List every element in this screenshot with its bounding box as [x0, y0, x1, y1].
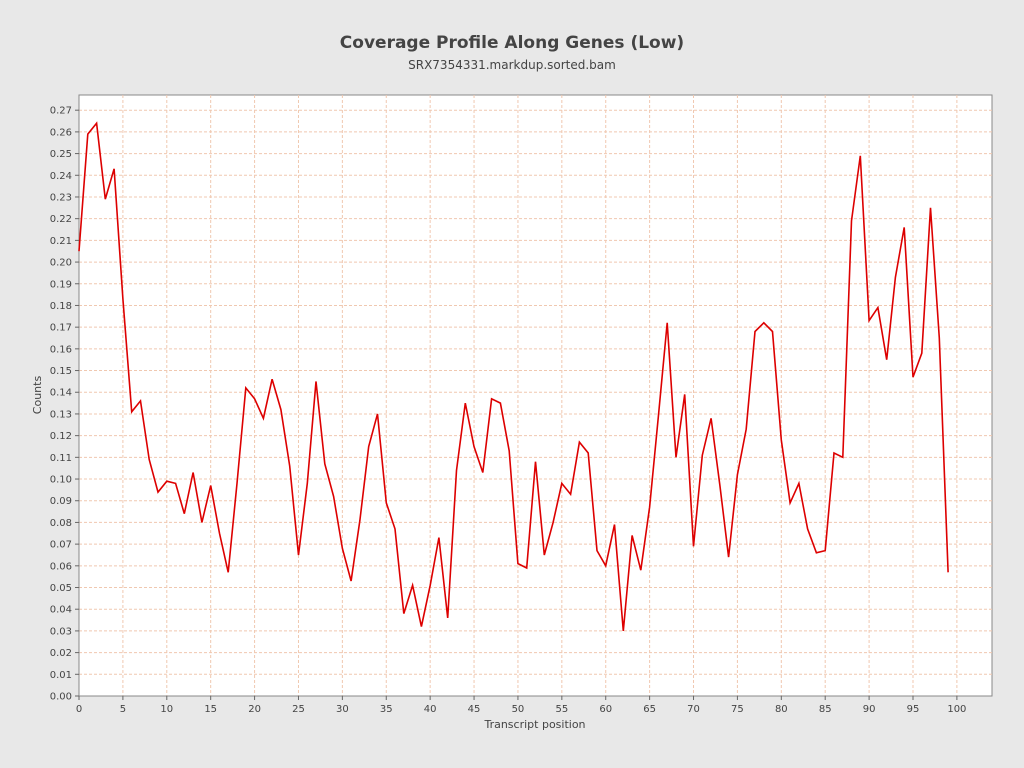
y-tick-label: 0.03 — [50, 626, 72, 637]
chart-subtitle: SRX7354331.markdup.sorted.bam — [408, 58, 616, 72]
y-tick-label: 0.18 — [50, 301, 72, 312]
x-tick-label: 20 — [248, 704, 261, 715]
x-tick-label: 65 — [643, 704, 656, 715]
y-tick-label: 0.13 — [50, 409, 72, 420]
x-tick-label: 45 — [468, 704, 481, 715]
y-tick-label: 0.21 — [50, 236, 72, 247]
y-tick-label: 0.01 — [50, 670, 72, 681]
y-axis-ticks: 0.00 0.01 0.02 0.03 0.04 0.05 0.06 0.07 0.08 0.09… — [50, 106, 79, 703]
series-line — [78, 121, 949, 631]
x-tick-label: 80 — [775, 704, 788, 715]
axes — [78, 95, 992, 697]
y-tick-label: 0.12 — [50, 431, 72, 442]
chart-title: Coverage Profile Along Genes (Low) — [340, 33, 684, 53]
x-tick-label: 60 — [599, 704, 612, 715]
y-tick-label: 0.24 — [50, 171, 72, 182]
x-tick-label: 35 — [380, 704, 393, 715]
x-tick-label: 25 — [292, 704, 305, 715]
x-tick-label: 5 — [120, 704, 126, 715]
y-tick-label: 0.00 — [50, 692, 72, 703]
x-tick-label: 70 — [687, 704, 700, 715]
y-tick-label: 0.10 — [50, 475, 72, 486]
x-tick-label: 95 — [907, 704, 920, 715]
y-tick-label: 0.14 — [50, 388, 72, 399]
y-tick-label: 0.22 — [50, 214, 72, 225]
plot-area — [78, 94, 993, 697]
y-tick-label: 0.08 — [50, 518, 72, 529]
y-tick-label: 0.09 — [50, 496, 72, 507]
x-tick-label: 10 — [160, 704, 173, 715]
y-tick-label: 0.07 — [50, 540, 72, 551]
x-tick-label: 50 — [512, 704, 525, 715]
grid-lines — [79, 95, 992, 696]
y-tick-label: 0.11 — [50, 453, 72, 464]
x-tick-label: 30 — [336, 704, 349, 715]
y-tick-label: 0.27 — [50, 106, 72, 117]
y-tick-label: 0.16 — [50, 344, 72, 355]
y-tick-label: 0.26 — [50, 127, 72, 138]
x-tick-label: 100 — [947, 704, 966, 715]
x-tick-label: 15 — [204, 704, 217, 715]
x-tick-label: 75 — [731, 704, 744, 715]
x-tick-label: 0 — [76, 704, 82, 715]
y-axis-label: Counts — [31, 376, 44, 415]
y-tick-label: 0.05 — [50, 583, 72, 594]
y-tick-label: 0.04 — [50, 605, 72, 616]
x-axis-ticks: 0 5 10 15 20 25 30 35 40 45 50 55 60 65 70 75 80 85 90 95 10… — [76, 696, 966, 715]
y-tick-label: 0.23 — [50, 192, 72, 203]
x-tick-label: 90 — [863, 704, 876, 715]
x-tick-label: 40 — [424, 704, 437, 715]
series-group — [78, 121, 949, 631]
y-tick-label: 0.02 — [50, 648, 72, 659]
y-tick-label: 0.25 — [50, 149, 72, 160]
y-tick-label: 0.06 — [50, 561, 72, 572]
y-tick-label: 0.15 — [50, 366, 72, 377]
x-tick-label: 55 — [555, 704, 568, 715]
y-tick-label: 0.19 — [50, 279, 72, 290]
y-tick-label: 0.20 — [50, 258, 72, 269]
y-tick-label: 0.17 — [50, 323, 72, 334]
x-axis-label: Transcript position — [483, 718, 585, 731]
x-tick-label: 85 — [819, 704, 832, 715]
